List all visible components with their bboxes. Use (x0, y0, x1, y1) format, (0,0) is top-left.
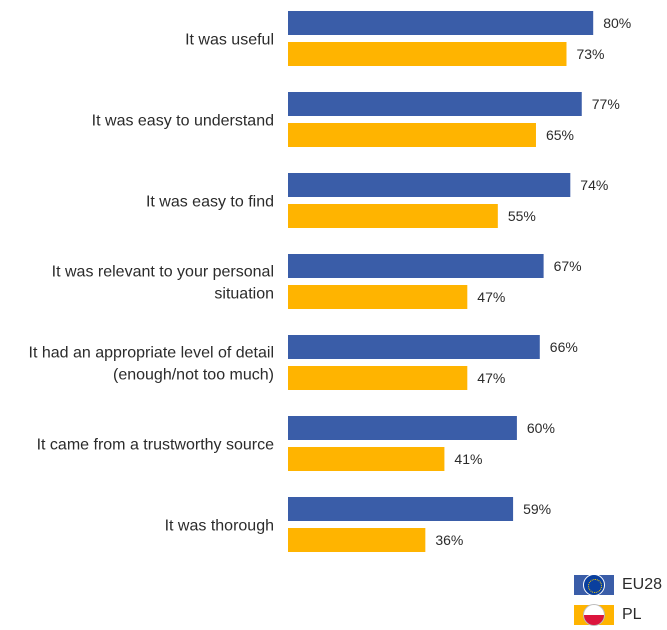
legend-swatch-pl (574, 604, 614, 626)
legend-item-pl: PL (574, 600, 662, 630)
legend-swatch-eu28 (574, 574, 614, 596)
bar-eu28 (288, 173, 571, 197)
value-label-eu28: 59% (523, 501, 551, 517)
bar-pl (288, 447, 445, 471)
value-label-pl: 47% (477, 370, 505, 386)
bar-pl (288, 528, 426, 552)
category-label-line: (enough/not too much) (113, 367, 274, 384)
bar-pl (288, 42, 567, 66)
category-label-line: It was useful (185, 32, 274, 49)
eu-flag-icon (583, 574, 605, 596)
category-label-line: It was thorough (165, 518, 274, 535)
bar-eu28 (288, 92, 582, 116)
bar-pl (288, 123, 536, 147)
value-label-pl: 41% (454, 451, 482, 467)
bar-eu28 (288, 416, 517, 440)
category-label-line: It was easy to find (146, 194, 274, 211)
category-label-line: situation (214, 286, 274, 303)
category-label-line: It was easy to understand (92, 113, 274, 130)
category-label: It was easy to understand (92, 113, 274, 130)
value-label-pl: 65% (546, 127, 574, 143)
legend-item-eu28: EU28 (574, 570, 662, 600)
category-label: It had an appropriate level of detail (en… (29, 345, 275, 384)
category-label: It was useful (185, 32, 274, 49)
value-label-eu28: 74% (580, 177, 608, 193)
value-label-eu28: 66% (550, 339, 578, 355)
bar-eu28 (288, 254, 544, 278)
bar-pl (288, 204, 498, 228)
value-label-pl: 47% (477, 289, 505, 305)
legend: EU28 PL (574, 570, 662, 630)
category-label: It was easy to find (146, 194, 274, 211)
legend-label-pl: PL (622, 606, 642, 623)
value-label-pl: 73% (576, 46, 604, 62)
category-label-line: It was relevant to your personal (52, 264, 274, 281)
bar-pl (288, 366, 468, 390)
bar-eu28 (288, 11, 594, 35)
value-label-pl: 36% (435, 532, 463, 548)
value-label-eu28: 77% (592, 96, 620, 112)
value-label-eu28: 67% (554, 258, 582, 274)
legend-label-eu28: EU28 (622, 576, 663, 593)
category-label-line: It had an appropriate level of detail (29, 345, 275, 362)
value-label-eu28: 60% (527, 420, 555, 436)
category-label: It was relevant to your personal situatio… (52, 264, 274, 303)
category-label: It came from a trustworthy source (37, 437, 275, 454)
category-label-line: It came from a trustworthy source (37, 437, 275, 454)
value-label-eu28: 80% (603, 15, 631, 31)
bar-eu28 (288, 497, 514, 521)
category-label: It was thorough (165, 518, 274, 535)
poland-flag-icon (583, 604, 605, 626)
bar-eu28 (288, 335, 540, 359)
value-label-pl: 55% (508, 208, 536, 224)
bar-pl (288, 285, 468, 309)
